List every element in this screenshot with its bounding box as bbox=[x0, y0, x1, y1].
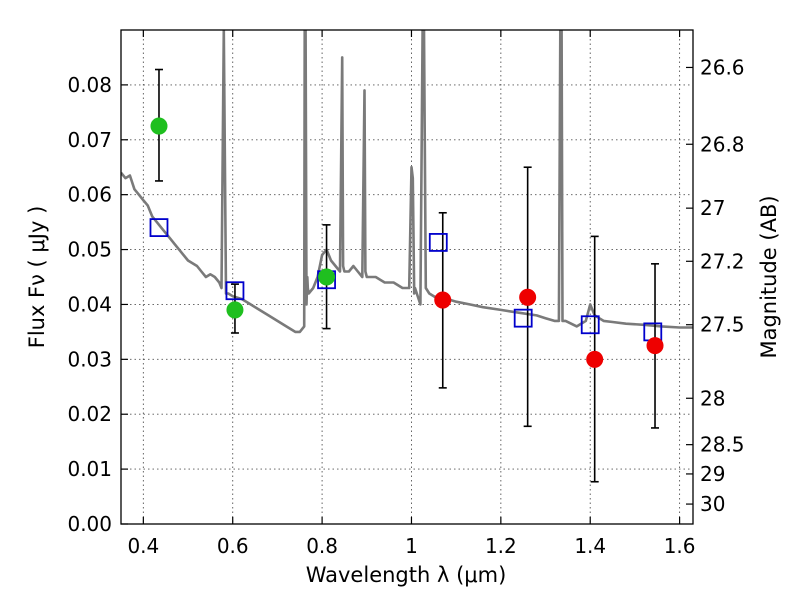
observed-optical-point bbox=[318, 268, 336, 286]
model-photometry-point bbox=[580, 315, 600, 335]
x-tick-label: 1.6 bbox=[664, 534, 696, 558]
y2-tick-label: 27 bbox=[700, 196, 725, 220]
x-tick-label: 1.4 bbox=[574, 534, 606, 558]
model-photometry-point bbox=[225, 281, 245, 301]
y-tick-label: 0.07 bbox=[67, 128, 112, 152]
y-tick-label: 0.03 bbox=[67, 347, 112, 371]
y2-tick-label: 30 bbox=[700, 492, 725, 516]
observed-nir-point bbox=[519, 288, 537, 306]
x-axis-label: Wavelength λ (μm) bbox=[306, 563, 507, 587]
y-tick-label: 0.02 bbox=[67, 402, 112, 426]
y-tick-label: 0.05 bbox=[67, 238, 112, 262]
y2-tick-label: 27.2 bbox=[700, 249, 745, 273]
x-tick-label: 1.2 bbox=[485, 534, 517, 558]
model-photometry-point bbox=[149, 218, 169, 238]
x-tick-label: 0.4 bbox=[127, 534, 159, 558]
y-tick-label: 0.01 bbox=[67, 457, 112, 481]
y2-tick-label: 26.6 bbox=[700, 55, 745, 79]
x-tick-label: 0.8 bbox=[306, 534, 338, 558]
observed-nir-point bbox=[586, 350, 604, 368]
y2-tick-label: 29 bbox=[700, 462, 725, 486]
plot-frame bbox=[120, 29, 694, 525]
y-tick-label: 0.04 bbox=[67, 292, 112, 316]
y2-axis-label: Magnitude (AB) bbox=[757, 195, 781, 358]
model-spectrum-line bbox=[121, 30, 693, 334]
model-photometry-point bbox=[513, 308, 533, 328]
y2-tick-label: 26.8 bbox=[700, 132, 745, 156]
observed-optical-point bbox=[150, 117, 168, 135]
y2-tick-label: 28.5 bbox=[700, 433, 745, 457]
model-photometry-point bbox=[428, 233, 448, 252]
x-tick-label: 1 bbox=[405, 534, 418, 558]
y-tick-label: 0.06 bbox=[67, 183, 112, 207]
y2-tick-label: 28 bbox=[700, 386, 725, 410]
y2-tick-label: 27.5 bbox=[700, 313, 745, 337]
axis-ticks: 0.4 0.6 0.8 1 1.2 1.4 1.6 0.00 0.01 0.02 0.03 0.04 0… bbox=[67, 30, 745, 558]
observed-nir-point bbox=[646, 337, 664, 355]
plot-area bbox=[121, 30, 693, 483]
observed-optical-point bbox=[226, 301, 244, 319]
observed-nir-point bbox=[434, 291, 452, 309]
y-tick-label: 0.08 bbox=[67, 73, 112, 97]
x-tick-label: 0.6 bbox=[217, 534, 249, 558]
y-tick-label: 0.00 bbox=[67, 512, 112, 536]
y-axis-label: Flux Fν ( μJy ) bbox=[25, 206, 49, 349]
